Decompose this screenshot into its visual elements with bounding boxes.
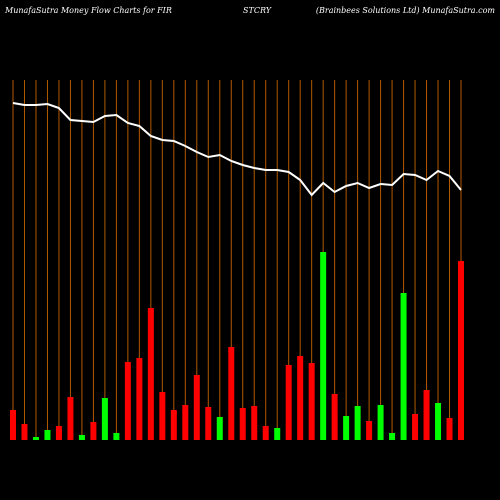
- bar: [285, 365, 292, 440]
- bar: [67, 397, 74, 440]
- bar: [205, 407, 212, 440]
- bar: [458, 261, 464, 440]
- bar: [182, 405, 189, 440]
- bar: [239, 408, 246, 440]
- bar: [216, 417, 223, 440]
- bar: [377, 405, 384, 440]
- bar: [320, 252, 327, 440]
- bar: [124, 362, 131, 440]
- bar: [446, 418, 453, 440]
- bar: [251, 406, 258, 440]
- chart-title-ticker: STCRY: [243, 6, 272, 15]
- bar: [21, 424, 28, 440]
- price-line: [12, 102, 462, 197]
- bar: [412, 414, 419, 440]
- bar: [170, 410, 177, 440]
- bar: [147, 308, 154, 440]
- bar: [55, 426, 62, 440]
- bar: [44, 430, 51, 440]
- bar: [366, 421, 373, 440]
- bar: [90, 422, 97, 440]
- bar: [159, 392, 166, 440]
- bar: [354, 406, 361, 440]
- bar: [343, 416, 350, 440]
- bar: [400, 293, 407, 440]
- bar: [10, 410, 16, 440]
- bar: [435, 403, 442, 440]
- bar: [113, 433, 120, 440]
- bar: [193, 375, 200, 440]
- bar: [297, 356, 304, 440]
- bar: [389, 433, 396, 440]
- bar: [228, 347, 235, 440]
- chart-title-company: (Brainbees Solutions Ltd) MunafaSutra.co…: [316, 6, 496, 15]
- bar: [136, 358, 143, 440]
- bar: [308, 363, 315, 440]
- bar: [274, 428, 281, 440]
- chart-title: MunafaSutra Money Flow Charts for FIR: [4, 6, 172, 15]
- bar: [101, 398, 108, 440]
- bar: [32, 437, 39, 440]
- bar: [423, 390, 430, 440]
- bar: [262, 426, 269, 440]
- bar: [78, 435, 85, 440]
- bar: [331, 394, 338, 440]
